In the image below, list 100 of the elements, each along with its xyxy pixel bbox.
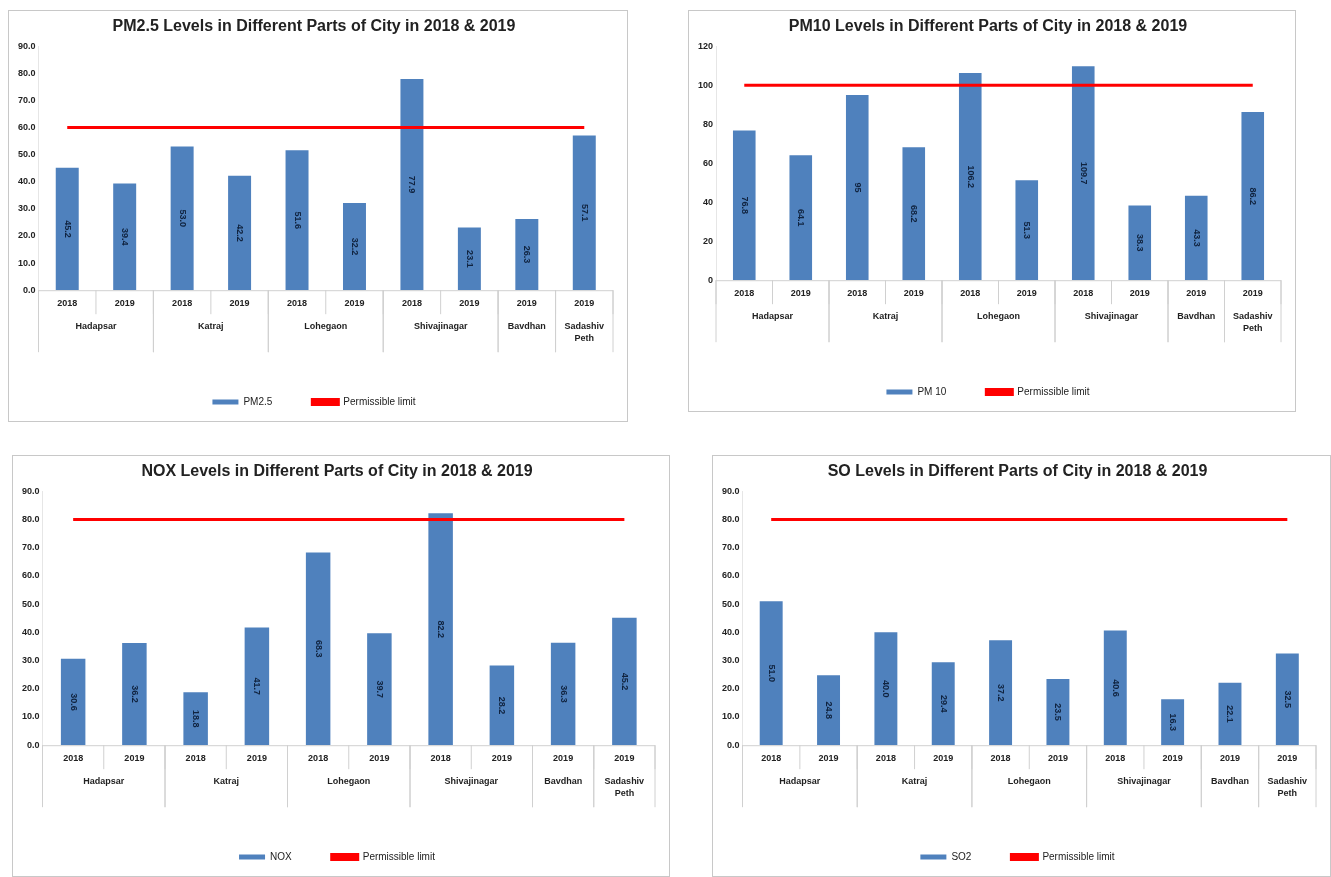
x-tick-label: 2019	[553, 753, 574, 764]
chart-title: PM2.5 Levels in Different Parts of City in 2018 & 2019	[112, 17, 516, 35]
x-tick-label: 2019	[790, 288, 811, 299]
x-tick-label: 2018	[990, 753, 1011, 764]
text: Lohegaon	[327, 775, 371, 786]
y-tick-label: 10.0	[21, 711, 40, 722]
bar	[400, 79, 424, 291]
x-tick-label: 2019	[114, 298, 135, 309]
data-label: 77.9	[407, 175, 418, 194]
bar	[958, 73, 982, 281]
y-tick-label: 90.0	[17, 40, 36, 51]
data-label: 32.2	[350, 237, 360, 256]
x-tick-label: 2018	[185, 753, 206, 764]
text: Lohegaon	[977, 310, 1021, 321]
data-label: 23.5	[1053, 703, 1064, 721]
bar	[170, 146, 194, 291]
bar	[612, 617, 637, 746]
text: Hadapsar	[752, 310, 794, 321]
x-tick-label: 2019	[229, 298, 250, 309]
text: Bavdhan	[1177, 310, 1216, 321]
legend-label: PM2.5	[243, 395, 273, 407]
data-label: 68.3	[313, 640, 324, 658]
y-tick-label: 80.0	[21, 513, 40, 524]
x-tick-label: 2019	[1219, 753, 1240, 764]
bar	[113, 183, 137, 291]
bar	[457, 227, 481, 291]
bar	[60, 658, 86, 746]
data-label: 42.2	[235, 224, 246, 242]
bar	[515, 218, 539, 291]
text: Sadashiv Peth	[1267, 775, 1308, 798]
bar	[759, 601, 783, 746]
y-tick-label: 40.0	[21, 626, 40, 637]
y-tick-label: 60	[703, 157, 714, 168]
text: Bavdhan	[507, 320, 546, 331]
y-tick-label: 60.0	[17, 122, 36, 133]
y-tick-label: 40	[703, 196, 714, 207]
x-tick-label: 2018	[172, 298, 193, 309]
data-label: 64.1	[796, 208, 807, 227]
x-tick-label: 2018	[57, 298, 78, 309]
x-tick-label: 2019	[369, 753, 390, 764]
x-tick-label: 2019	[614, 753, 635, 764]
y-tick-label: 20.0	[721, 683, 740, 694]
y-tick-label: 70.0	[21, 542, 40, 553]
y-tick-label: 30.0	[17, 203, 36, 214]
bar	[1128, 205, 1152, 281]
data-label: 18.8	[191, 709, 202, 728]
y-tick-label: 50.0	[721, 598, 740, 609]
data-label: 39.4	[120, 228, 131, 246]
legend-label: NOX	[270, 850, 293, 862]
chart-title: NOX Levels in Different Parts of City in 2018 & 2019	[141, 462, 533, 480]
data-label: 82.2	[436, 620, 447, 638]
x-tick-label: 2018	[1073, 288, 1094, 299]
data-label: 41.7	[252, 677, 263, 696]
y-tick-label: 40.0	[721, 626, 740, 637]
x-tick-label: 2018	[960, 288, 981, 299]
data-label: 57.1	[579, 204, 590, 222]
text: Shivajinagar	[1084, 310, 1139, 321]
text: Shivajinagar	[413, 320, 468, 331]
bar	[1161, 699, 1185, 746]
legend-label: Permissible limit	[1042, 850, 1115, 862]
x-tick-label: 2019	[1242, 288, 1263, 299]
text: Katraj	[901, 775, 928, 786]
data-label: 39.7	[374, 680, 385, 698]
data-label: 37.2	[996, 683, 1007, 702]
y-tick-label: 20.0	[17, 230, 36, 241]
data-label: 51.3	[1022, 221, 1033, 239]
data-label: 23.1	[464, 250, 475, 268]
y-tick-label: 10.0	[721, 711, 740, 722]
x-tick-label: 2018	[287, 298, 308, 309]
text: Hadapsar	[83, 775, 125, 786]
y-tick-label: 50.0	[17, 149, 36, 160]
y-tick-label: 30.0	[721, 655, 740, 666]
y-tick-label: 90.0	[721, 485, 740, 496]
y-tick-label: 70.0	[721, 542, 740, 553]
data-label: 22.1	[1225, 705, 1236, 723]
legend-label: SO2	[951, 850, 972, 862]
data-label: 45.2	[62, 220, 73, 238]
x-tick-label: 2018	[761, 753, 782, 764]
y-tick-label: 50.0	[21, 598, 40, 609]
x-tick-label: 2018	[63, 753, 84, 764]
data-label: 76.8	[739, 196, 750, 215]
x-tick-label: 2019	[574, 298, 595, 309]
x-tick-label: 2019	[1162, 753, 1183, 764]
bar	[1046, 678, 1070, 746]
text: Sadashiv Peth	[1232, 310, 1273, 333]
x-tick-label: 2019	[903, 288, 924, 299]
y-tick-label: 60.0	[721, 570, 740, 581]
bar	[183, 692, 208, 746]
text: Lohegaon	[304, 320, 348, 331]
bar	[874, 632, 898, 746]
data-label: 45.2	[619, 672, 630, 691]
y-tick-label: 40.0	[17, 176, 36, 187]
data-label: 40.0	[881, 679, 892, 698]
x-tick-label: 2019	[124, 753, 145, 764]
x-tick-label: 2019	[344, 298, 365, 309]
bar	[55, 167, 79, 291]
bar	[572, 135, 596, 291]
x-tick-label: 2019	[1016, 288, 1037, 299]
bar	[1241, 112, 1265, 281]
bar	[489, 665, 515, 746]
